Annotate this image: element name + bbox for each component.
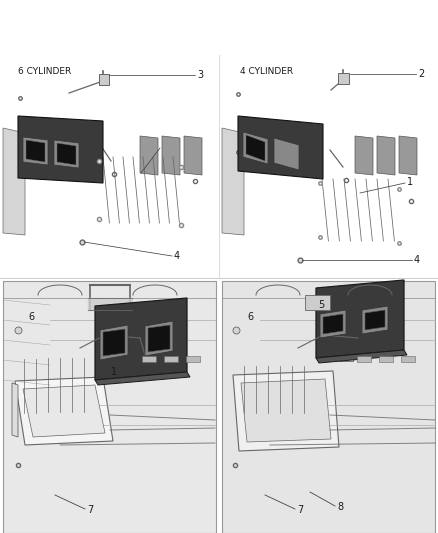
Text: 6: 6: [247, 312, 253, 322]
Polygon shape: [274, 138, 299, 170]
Text: 5: 5: [318, 300, 324, 310]
Polygon shape: [339, 345, 353, 361]
Text: 4 CYLINDER: 4 CYLINDER: [240, 67, 293, 76]
Text: 6: 6: [28, 312, 34, 322]
Text: 8: 8: [337, 502, 343, 512]
Polygon shape: [162, 136, 180, 175]
Bar: [222, 281, 435, 533]
Polygon shape: [23, 385, 105, 437]
Polygon shape: [140, 136, 158, 175]
Bar: [164, 356, 178, 362]
Text: 6 CYLINDER: 6 CYLINDER: [18, 67, 71, 76]
Bar: [3, 281, 216, 533]
Bar: [142, 356, 156, 362]
Polygon shape: [316, 350, 407, 363]
Polygon shape: [57, 143, 76, 165]
Polygon shape: [107, 351, 121, 367]
Text: 3: 3: [197, 70, 203, 80]
Polygon shape: [241, 379, 331, 442]
Text: 1: 1: [162, 142, 168, 152]
Polygon shape: [362, 306, 388, 334]
Polygon shape: [54, 140, 79, 168]
Text: 2: 2: [418, 69, 424, 79]
Text: 1: 1: [111, 367, 117, 377]
Polygon shape: [238, 116, 323, 179]
Polygon shape: [184, 136, 202, 175]
Bar: [99, 74, 109, 85]
Polygon shape: [95, 298, 187, 380]
Polygon shape: [233, 371, 339, 451]
Text: 7: 7: [297, 505, 303, 515]
Polygon shape: [148, 325, 170, 352]
Polygon shape: [103, 329, 125, 356]
Bar: [401, 356, 415, 362]
Polygon shape: [316, 280, 404, 358]
Text: 4: 4: [174, 251, 180, 261]
Polygon shape: [377, 136, 395, 175]
Polygon shape: [95, 372, 190, 385]
Polygon shape: [3, 128, 25, 235]
Polygon shape: [243, 132, 268, 164]
Polygon shape: [320, 310, 346, 338]
Bar: [305, 295, 330, 310]
Bar: [379, 356, 393, 362]
Bar: [338, 73, 349, 84]
Text: 7: 7: [87, 505, 93, 515]
Polygon shape: [15, 377, 113, 445]
Polygon shape: [355, 136, 373, 175]
Polygon shape: [145, 321, 173, 356]
Bar: [186, 356, 200, 362]
Text: 1: 1: [407, 177, 413, 187]
Polygon shape: [100, 325, 128, 360]
Polygon shape: [246, 135, 265, 161]
Polygon shape: [12, 383, 18, 437]
Polygon shape: [365, 310, 385, 330]
Polygon shape: [18, 116, 103, 183]
Polygon shape: [222, 128, 244, 235]
Polygon shape: [399, 136, 417, 175]
Polygon shape: [323, 314, 343, 334]
Text: 4: 4: [414, 255, 420, 265]
Polygon shape: [23, 137, 48, 165]
Bar: [357, 356, 371, 362]
Polygon shape: [26, 140, 45, 162]
